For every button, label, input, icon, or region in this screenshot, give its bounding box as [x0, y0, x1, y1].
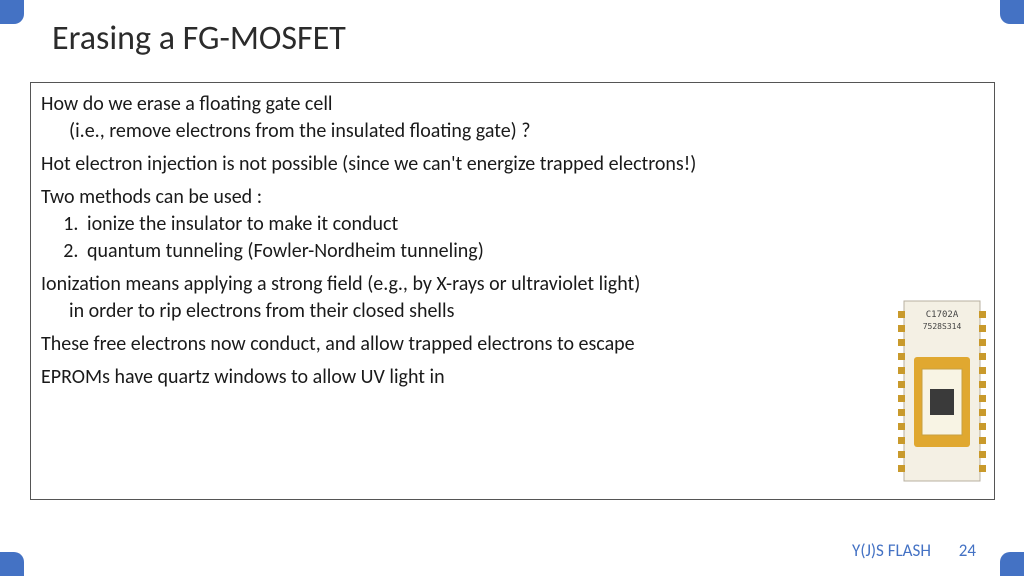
slide-title: Erasing a FG-MOSFET: [52, 18, 346, 59]
corner-decoration: [1000, 0, 1024, 24]
question-line1: How do we erase a floating gate cell: [41, 91, 984, 118]
svg-text:C1702A: C1702A: [926, 310, 959, 320]
corner-decoration: [0, 0, 24, 24]
method-item: ionize the insulator to make it conduct: [83, 211, 984, 238]
hot-electron-note: Hot electron injection is not possible (…: [41, 151, 984, 178]
methods-list: ionize the insulator to make it conduct …: [41, 211, 984, 265]
ionization-line2: in order to rip electrons from their clo…: [41, 298, 984, 325]
svg-text:7528S314: 7528S314: [923, 322, 962, 331]
corner-decoration: [1000, 552, 1024, 576]
methods-intro: Two methods can be used :: [41, 184, 984, 211]
method-item: quantum tunneling (Fowler-Nordheim tunne…: [83, 238, 984, 265]
conduct-line: These free electrons now conduct, and al…: [41, 331, 984, 358]
page-number: 24: [959, 540, 976, 561]
content-body: How do we erase a floating gate cell (i.…: [30, 82, 995, 500]
corner-decoration: [0, 552, 24, 576]
ionization-line1: Ionization means applying a strong field…: [41, 271, 984, 298]
eprom-chip-image: C1702A 7528S314: [898, 299, 986, 483]
question-line2: (i.e., remove electrons from the insulat…: [41, 118, 984, 145]
eprom-line: EPROMs have quartz windows to allow UV l…: [41, 364, 984, 391]
footer-text: Y(J)S FLASH: [852, 540, 931, 561]
slide-footer: Y(J)S FLASH 24: [852, 540, 976, 561]
